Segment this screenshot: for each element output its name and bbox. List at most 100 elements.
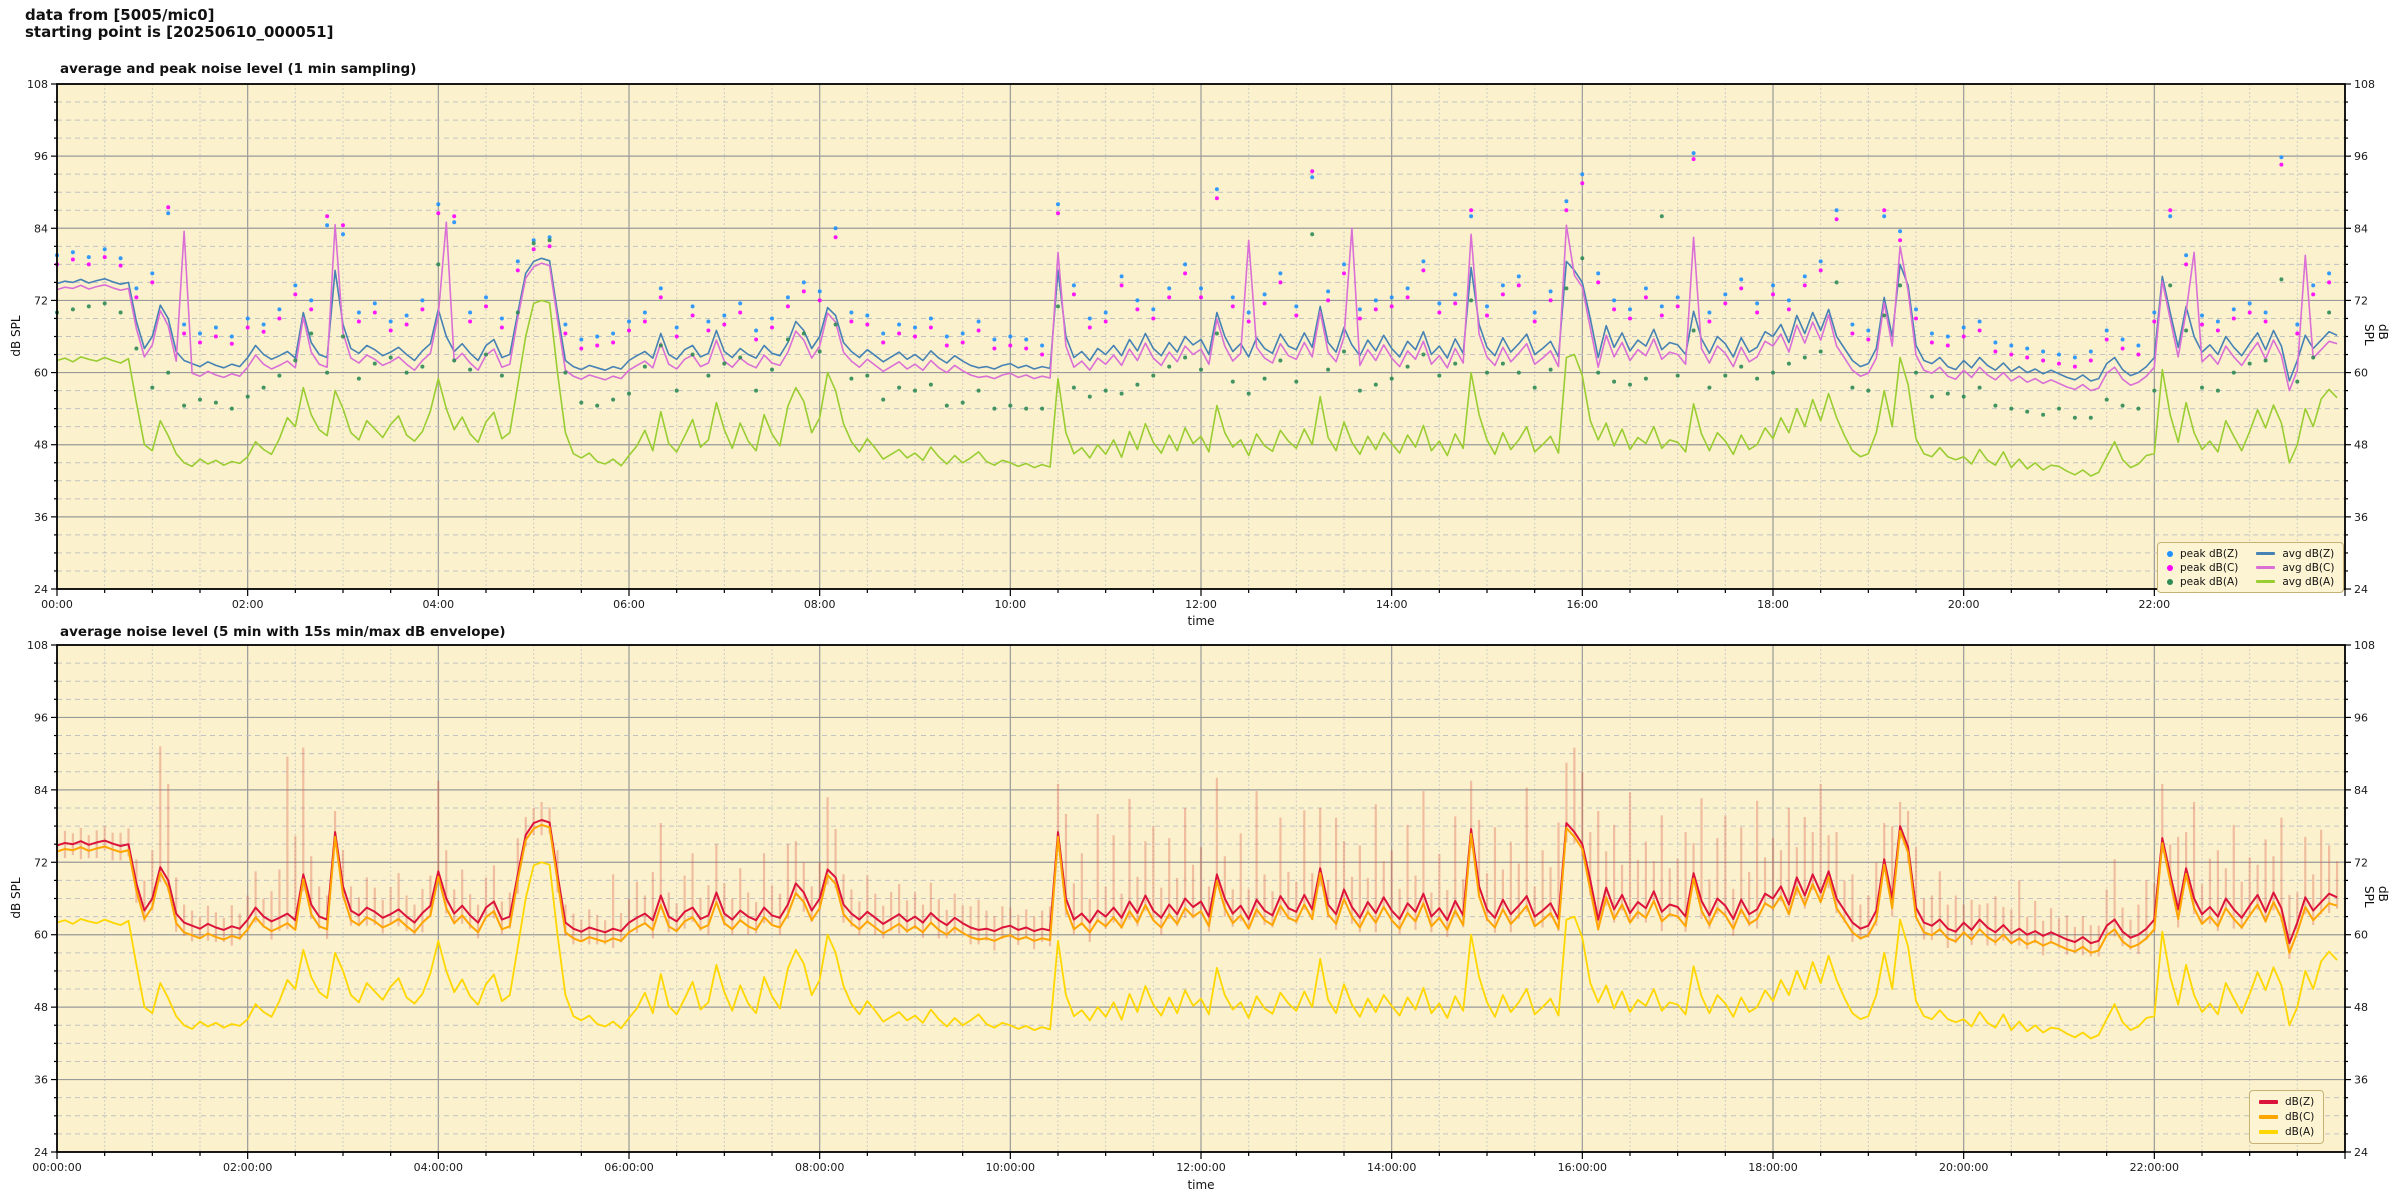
peak-dot	[1818, 349, 1823, 354]
peak-dot	[2136, 352, 2141, 357]
y-tick-label: 24	[34, 1146, 48, 1159]
peak-dot	[1040, 406, 1045, 411]
y-tick-label: 36	[2354, 511, 2368, 524]
y-tick-label: 84	[34, 784, 48, 797]
peak-dot	[754, 337, 759, 342]
legend-label: avg dB(A)	[2282, 575, 2335, 588]
peak-dot	[420, 364, 425, 369]
x-tick-label: 22:00:00	[2130, 1161, 2179, 1174]
peak-dot	[2327, 271, 2332, 276]
peak-dot	[293, 358, 298, 363]
peak-dot	[420, 307, 425, 312]
peak-dot	[2057, 406, 2061, 411]
peak-dot	[1485, 370, 1489, 375]
peak-dot	[150, 280, 155, 285]
peak-dot	[1818, 268, 1823, 273]
peak-dot	[881, 331, 886, 336]
x-tick-label: 00:00	[41, 598, 73, 611]
peak-dot	[1707, 385, 1712, 390]
peak-dot	[611, 331, 616, 336]
peak-dot	[86, 255, 91, 260]
peak-dot	[182, 403, 187, 408]
peak-dot	[2168, 208, 2173, 213]
peak-dot	[2327, 280, 2332, 285]
peak-dot	[865, 373, 870, 378]
dbc-line-icon	[2259, 1115, 2278, 1119]
peak-dot	[1389, 295, 1394, 300]
peak-dot	[1373, 307, 1378, 312]
peak-dot	[1373, 382, 1378, 387]
peak-dot	[627, 319, 631, 324]
peak-dot	[658, 295, 663, 300]
peak-dot	[468, 319, 473, 324]
peak-dot	[2311, 355, 2316, 360]
peak-dot	[2120, 337, 2125, 342]
peak-dot	[690, 313, 695, 318]
x-tick-label: 08:00:00	[795, 1161, 844, 1174]
peak-dot	[515, 310, 520, 315]
peak-dot	[865, 313, 870, 318]
peak-dot	[1643, 295, 1648, 300]
peak-dot	[1373, 298, 1378, 303]
peak-dot	[2088, 358, 2093, 363]
peak-dot	[2088, 415, 2093, 420]
legend-item-dbc: dB(C)	[2259, 1111, 2314, 1124]
peak-dot	[1437, 373, 1442, 378]
peak-dot	[86, 262, 91, 267]
peak-dot	[325, 223, 330, 228]
y-tick-label: 36	[34, 1074, 48, 1087]
x-tick-label: 12:00:00	[1176, 1161, 1225, 1174]
y-tick-label: 84	[2354, 784, 2368, 797]
peak-dot	[2152, 319, 2157, 324]
peak-dot	[1230, 295, 1235, 300]
peak-dot	[1961, 334, 1966, 339]
bottom-chart-xlabel: time	[1187, 1178, 1215, 1192]
peak-dot	[499, 325, 504, 330]
peak-dot	[833, 322, 838, 327]
peak-dot	[1596, 271, 1601, 276]
peak-dot	[134, 286, 139, 291]
peak-dot	[674, 334, 679, 339]
peak-db-z-dots	[55, 151, 2332, 360]
peak-dot	[1500, 283, 1505, 288]
peak-dot	[1850, 331, 1855, 336]
peak-dot	[2168, 283, 2173, 288]
peak-dot	[86, 304, 91, 309]
peak-dot	[1405, 295, 1410, 300]
peak-dot	[1898, 229, 1903, 234]
peak-dot	[293, 283, 298, 288]
x-tick-label: 22:00	[2138, 598, 2170, 611]
peak-dot	[1882, 214, 1887, 219]
peak-dot	[1500, 361, 1505, 366]
peak-dot	[1850, 385, 1855, 390]
legend-item-avg-dbc: avg dB(C)	[2256, 561, 2334, 574]
peak-dot	[2184, 328, 2189, 333]
peak-dot	[2247, 361, 2252, 366]
legend-label: dB(A)	[2285, 1126, 2315, 1138]
peak-dot	[1071, 283, 1076, 288]
peak-dot	[2247, 301, 2252, 306]
peak-dot	[2072, 355, 2077, 360]
peak-dot	[833, 235, 838, 240]
x-tick-label: 14:00	[1376, 598, 1408, 611]
peak-dot	[1786, 361, 1791, 366]
peak-dot	[738, 301, 743, 306]
y-tick-label: 72	[2354, 294, 2368, 307]
peak-dot	[2088, 349, 2093, 354]
peak-dot	[1246, 310, 1251, 315]
peak-dot	[1326, 298, 1331, 303]
peak-dot	[182, 322, 187, 327]
peak-dot	[770, 325, 774, 330]
peak-dot	[785, 295, 790, 300]
peak-dot	[1707, 319, 1712, 324]
peak-dot	[134, 346, 139, 351]
peak-dot	[468, 310, 473, 315]
peak-dot	[420, 298, 425, 303]
peak-dot	[1246, 391, 1251, 396]
peak-dot	[976, 319, 981, 324]
peak-dot	[2200, 322, 2204, 327]
peak-dot	[309, 298, 314, 303]
peak-dot	[1961, 394, 1966, 399]
y-tick-label: 72	[34, 856, 48, 869]
